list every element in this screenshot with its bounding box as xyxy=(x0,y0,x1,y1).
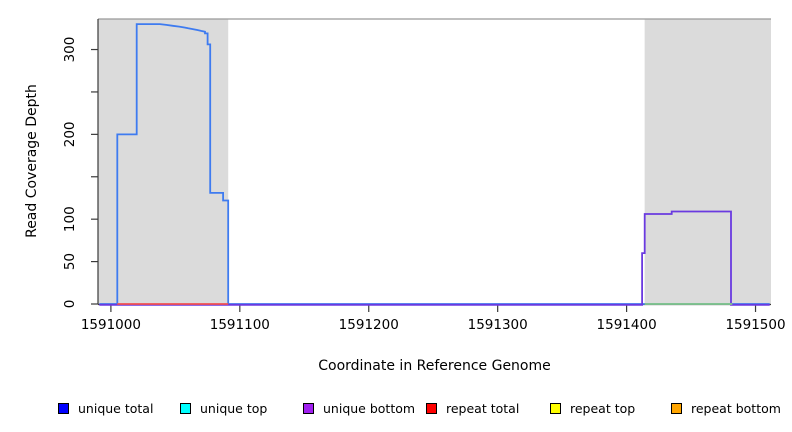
legend-item-unique-total: unique total xyxy=(58,399,153,417)
legend-label: repeat bottom xyxy=(691,400,781,416)
x-axis-title: Coordinate in Reference Genome xyxy=(318,358,551,374)
legend-label: repeat top xyxy=(570,400,636,416)
y-tick-label: 50 xyxy=(62,253,78,270)
y-tick-label: 100 xyxy=(62,206,78,232)
unique-bottom-swatch-icon xyxy=(303,402,314,414)
y-tick-label: 0 xyxy=(62,300,78,309)
y-tick-label: 200 xyxy=(62,121,78,147)
gray-block-left xyxy=(98,19,229,304)
legend-label: unique bottom xyxy=(323,400,416,416)
legend-label: unique top xyxy=(200,400,268,416)
repeat-bottom-swatch-icon xyxy=(671,402,682,414)
legend: unique total unique top unique bottom repea… xyxy=(0,399,792,419)
legend-item-unique-bottom: unique bottom xyxy=(303,399,415,417)
unique-top-swatch-icon xyxy=(180,402,191,414)
unique-total-swatch-icon xyxy=(58,402,69,414)
legend-item-repeat-bottom: repeat bottom xyxy=(671,399,781,417)
legend-item-repeat-total: repeat total xyxy=(426,399,519,417)
x-tick-label: 1591500 xyxy=(725,317,785,333)
legend-label: repeat total xyxy=(446,400,520,416)
series-unique-total xyxy=(99,23,770,305)
x-tick-label: 1591300 xyxy=(468,317,528,333)
y-axis: 0 50 100 200 300 xyxy=(62,19,99,309)
series-unique-bottom xyxy=(99,210,770,306)
repeat-top-swatch-icon xyxy=(550,402,561,414)
x-tick-label: 1591200 xyxy=(339,317,399,333)
x-axis: 1591000 1591100 1591200 1591300 1591400 15915… xyxy=(81,303,786,333)
y-axis-title: Read Coverage Depth xyxy=(24,84,40,238)
y-tick-label: 300 xyxy=(62,37,78,63)
x-tick-label: 1591000 xyxy=(81,317,141,333)
legend-item-unique-top: unique top xyxy=(180,399,267,417)
legend-label: unique total xyxy=(78,400,154,416)
x-tick-label: 1591100 xyxy=(210,317,270,333)
legend-item-repeat-top: repeat top xyxy=(550,399,635,417)
repeat-total-swatch-icon xyxy=(426,402,437,414)
x-tick-label: 1591400 xyxy=(597,317,657,333)
gray-block-right xyxy=(644,19,771,304)
